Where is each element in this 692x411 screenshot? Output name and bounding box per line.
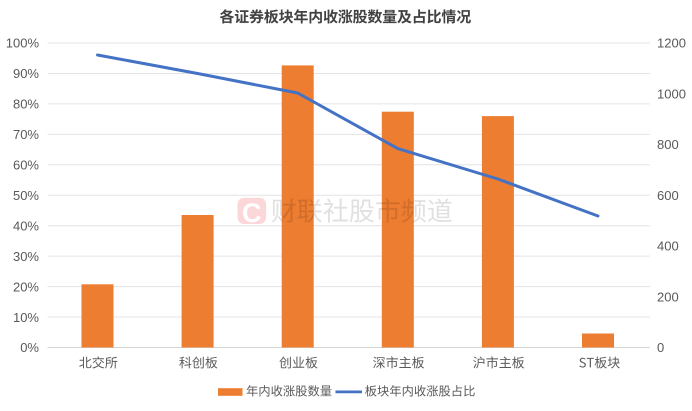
svg-text:60%: 60% <box>13 158 39 173</box>
svg-text:10%: 10% <box>13 310 39 325</box>
svg-text:20%: 20% <box>13 279 39 294</box>
svg-text:100%: 100% <box>6 36 40 51</box>
svg-text:40%: 40% <box>13 218 39 233</box>
svg-text:600: 600 <box>657 188 679 203</box>
svg-text:70%: 70% <box>13 127 39 142</box>
svg-text:200: 200 <box>657 289 679 304</box>
svg-text:1200: 1200 <box>657 36 686 51</box>
svg-text:400: 400 <box>657 239 679 254</box>
svg-text:0: 0 <box>657 340 664 355</box>
svg-text:C: C <box>242 198 262 228</box>
svg-text:30%: 30% <box>13 249 39 264</box>
svg-text:50%: 50% <box>13 188 39 203</box>
svg-text:0%: 0% <box>20 340 39 355</box>
svg-text:80%: 80% <box>13 97 39 112</box>
svg-text:90%: 90% <box>13 66 39 81</box>
svg-text:800: 800 <box>657 137 679 152</box>
svg-text:1000: 1000 <box>657 86 686 101</box>
